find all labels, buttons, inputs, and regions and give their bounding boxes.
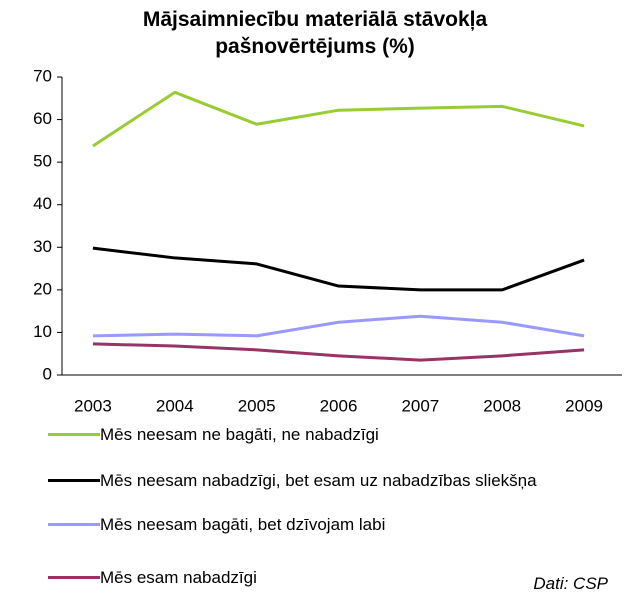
legend-item: Mēs neesam ne bagāti, ne nabadzīgi — [48, 425, 588, 444]
legend-swatch — [48, 523, 100, 526]
legend-item: Mēs neesam nabadzīgi, bet esam uz nabadz… — [48, 471, 588, 490]
series-line — [92, 342, 585, 362]
y-tick-label: 60 — [33, 109, 52, 128]
legend-swatch — [48, 479, 100, 482]
x-tick-label: 2004 — [156, 396, 194, 415]
series-line — [92, 246, 585, 292]
legend-label: Mēs neesam ne bagāti, ne nabadzīgi — [100, 425, 379, 444]
x-tick-label: 2009 — [565, 396, 603, 415]
legend-label: Mēs neesam nabadzīgi, bet esam uz nabadz… — [100, 471, 537, 490]
y-tick-label: 20 — [33, 279, 52, 298]
x-tick-label: 2006 — [320, 396, 358, 415]
x-tick-label: 2008 — [483, 396, 521, 415]
y-tick-label: 10 — [33, 322, 52, 341]
legend-label: Mēs neesam bagāti, bet dzīvojam labi — [100, 515, 386, 534]
legend-label: Mēs esam nabadzīgi — [100, 568, 257, 587]
legend-swatch — [48, 433, 100, 436]
series-line — [92, 90, 585, 148]
legend-item: Mēs neesam bagāti, bet dzīvojam labi — [48, 515, 588, 534]
chart-title: Mājsaimniecību materiālā stāvokļa pašnov… — [142, 8, 488, 58]
legend-item: Mēs esam nabadzīgi — [48, 568, 588, 587]
y-tick-label: 70 — [33, 66, 52, 85]
legend-swatch — [48, 576, 100, 579]
annotation: Dati: CSP — [533, 574, 608, 593]
y-tick-label: 30 — [33, 237, 52, 256]
x-tick-label: 2007 — [401, 396, 439, 415]
y-tick-label: 0 — [43, 364, 52, 383]
y-tick-label: 40 — [33, 194, 52, 213]
x-tick-label: 2005 — [238, 396, 276, 415]
series-line — [92, 314, 585, 338]
x-tick-label: 2003 — [74, 396, 112, 415]
y-tick-label: 50 — [33, 152, 52, 171]
